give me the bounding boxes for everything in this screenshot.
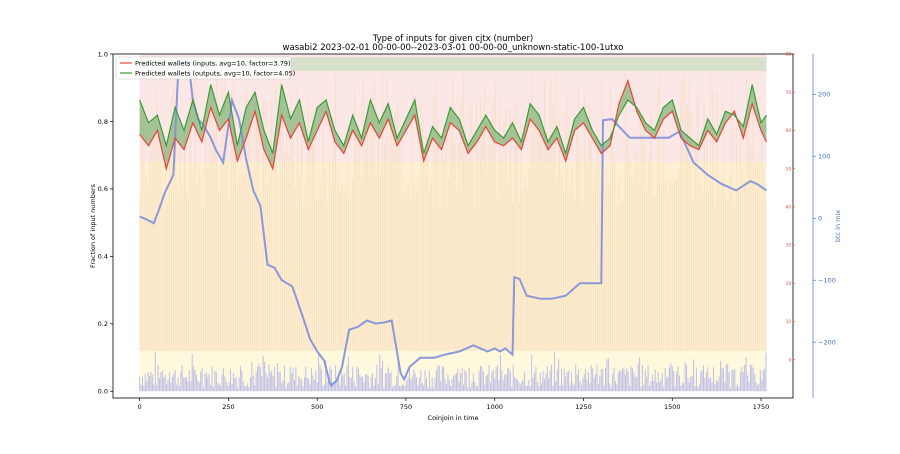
y2-axis-label: btc in mix [834,210,842,242]
legend: Predicted wallets (inputs, avg=10, facto… [115,56,295,80]
area-middle-band [139,161,767,351]
area-upper-green-band [139,57,767,71]
x-tick-label: 750 [400,403,412,411]
area-blue-base [139,351,767,392]
y3-tick-label: 0 [788,357,791,362]
y3-tick-label: 70 [786,90,792,95]
chart-subtitle: wasabi2 2023-02-01 00-00-00--2023-03-01 … [283,43,624,53]
series-line-inputs [139,78,767,172]
y2-tick-label: −200 [818,339,836,347]
y-axis-ticks: 0.0 0.2 0.4 0.6 0.8 1.0 [98,50,113,396]
x-tick-label: 500 [311,403,323,411]
x-axis-label: Coinjoin in time [428,414,479,422]
legend-label-outputs: Predicted wallets (outputs, avg=10, fact… [135,70,295,78]
y2-tick-label: 100 [818,153,830,161]
chart-title: Type of inputs for given cjtx (number) [372,34,534,44]
y-axis-label: Fraction of input numbers [89,183,97,267]
y-tick-label: 0.0 [98,388,108,396]
y3-tick-label: 50 [786,166,792,171]
x-tick-label: 1500 [664,403,681,411]
series-layer [139,58,767,388]
x-axis-ticks: 0 250 500 750 1000 1250 1500 1750 [138,398,770,411]
legend-box [115,56,292,80]
legend-label-inputs: Predicted wallets (inputs, avg=10, facto… [135,60,291,68]
y-tick-label: 0.6 [98,185,108,193]
x-tick-label: 1000 [486,403,503,411]
stacked-fraction-areas [139,54,767,392]
x-tick-label: 0 [138,403,142,411]
y3-tick-label: 60 [786,128,792,133]
plot-frame [112,53,794,399]
y3-tick-label: 10 [786,319,792,324]
x-tick-label: 250 [222,403,234,411]
x-tick-label: 1750 [753,403,770,411]
area-streaks [139,72,767,351]
y3-axis-ticks: 0 10 20 30 40 50 60 70 80 [786,52,795,362]
x-tick-label: 1250 [575,403,592,411]
y2-axis-ticks: −200 −100 0 100 200 [812,54,836,398]
y3-tick-label: 20 [786,281,792,286]
y-tick-label: 0.8 [98,118,108,126]
series-line-btc-in-mix [139,58,767,388]
y2-tick-label: 200 [818,91,830,99]
y-tick-label: 1.0 [98,50,108,58]
y-tick-label: 0.4 [98,253,108,261]
y2-tick-label: 0 [818,215,822,223]
y3-tick-label: 80 [786,52,792,57]
y-tick-label: 0.2 [98,320,108,328]
series-line-outputs [139,84,767,156]
y3-tick-label: 40 [786,204,792,209]
y2-tick-label: −100 [818,277,836,285]
y3-tick-label: 30 [786,243,792,248]
